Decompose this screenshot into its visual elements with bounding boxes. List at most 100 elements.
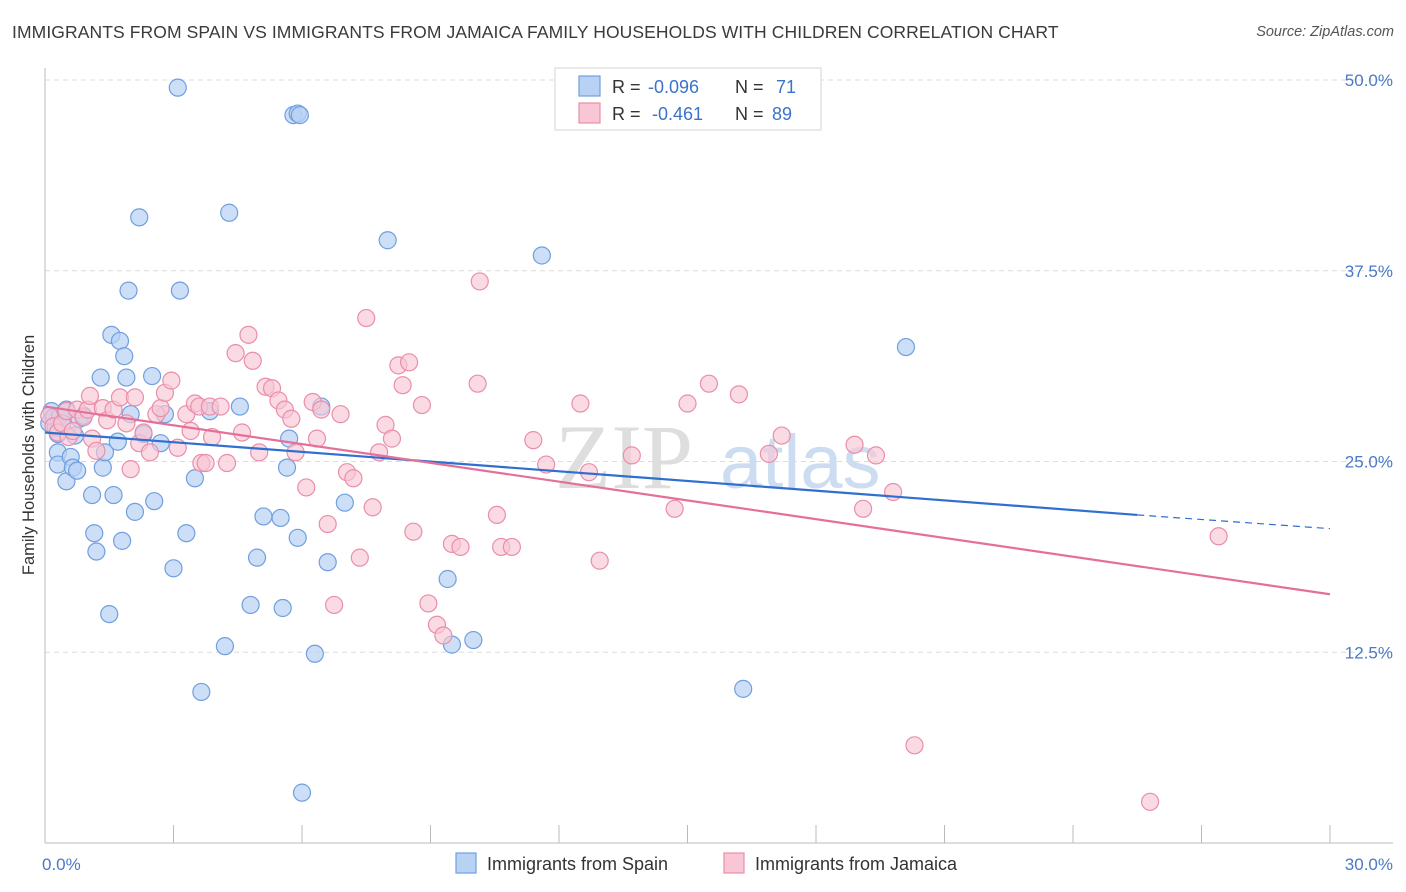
spain-point-64 — [318, 553, 337, 572]
y-tick-label-1: 25.0% — [1345, 453, 1393, 472]
jamaica-point-93 — [866, 446, 886, 465]
jamaica-point-95 — [905, 736, 924, 755]
spain-point-28 — [112, 531, 132, 550]
legend-spain-n-label: N = — [735, 77, 764, 97]
jamaica-point-71 — [434, 626, 453, 645]
jamaica-point-76 — [487, 505, 506, 525]
spain-trend-line — [44, 431, 1138, 517]
spain-point-61 — [292, 783, 312, 802]
y-tick-labels: 12.5% 25.0% 37.5% 50.0% — [1345, 71, 1393, 662]
jamaica-point-84 — [622, 446, 641, 465]
jamaica-point-69 — [419, 594, 438, 613]
spain-point-18 — [85, 524, 104, 543]
jamaica-point-39 — [232, 423, 252, 442]
spain-point-59 — [290, 105, 309, 125]
x-tick-label-min: 0.0% — [42, 855, 81, 874]
spain-point-41 — [168, 78, 187, 97]
spain-point-29 — [115, 347, 134, 366]
trend-lines — [44, 405, 1331, 596]
spain-point-70 — [532, 246, 551, 265]
jamaica-point-89 — [759, 444, 778, 463]
jamaica-point-67 — [404, 522, 423, 541]
correlation-legend: R = -0.096 N = 71 R = -0.461 N = 89 — [554, 67, 822, 131]
legend-spain-swatch — [578, 75, 601, 97]
jamaica-point-79 — [524, 431, 543, 450]
jamaica-point-47 — [282, 409, 301, 428]
series-legend: Immigrants from Spain Immigrants from Ja… — [455, 852, 958, 874]
bottom-legend-spain-label: Immigrants from Spain — [487, 854, 668, 874]
jamaica-point-12 — [87, 441, 106, 460]
spain-point-27 — [110, 331, 130, 351]
spain-point-53 — [271, 508, 290, 528]
jamaica-point-42 — [250, 443, 269, 462]
jamaica-trend-line — [44, 405, 1331, 596]
jamaica-point-40 — [239, 325, 258, 344]
jamaica-point-52 — [312, 400, 331, 419]
legend-jamaica-n-value: 89 — [772, 104, 792, 124]
jamaica-point-55 — [331, 405, 350, 424]
spain-point-19 — [87, 542, 106, 561]
jamaica-point-75 — [470, 272, 489, 291]
jamaica-point-60 — [363, 498, 382, 517]
legend-jamaica-swatch — [578, 102, 601, 124]
legend-spain-n-value: 71 — [776, 77, 796, 97]
y-tick-label-3: 50.0% — [1345, 71, 1393, 90]
axes — [44, 68, 1393, 844]
jamaica-point-78 — [502, 537, 521, 557]
jamaica-point-96 — [1140, 792, 1160, 811]
watermark-atlas: atlas — [720, 420, 881, 505]
y-tick-label-2: 37.5% — [1345, 262, 1393, 281]
spain-point-67 — [438, 569, 457, 589]
jamaica-point-41 — [243, 351, 262, 370]
jamaica-point-97 — [1209, 527, 1228, 546]
spain-point-60 — [288, 528, 307, 547]
jamaica-point-87 — [699, 374, 719, 393]
jamaica-point-18 — [121, 460, 140, 479]
spain-point-14 — [68, 461, 87, 480]
spain-point-36 — [142, 366, 162, 386]
jamaica-point-73 — [451, 537, 470, 557]
x-tick-label-max: 30.0% — [1345, 855, 1393, 874]
jamaica-point-85 — [665, 499, 684, 518]
spain-trend-extension — [1137, 514, 1331, 530]
spain-point-40 — [164, 559, 183, 578]
spain-point-43 — [177, 524, 196, 543]
spain-point-23 — [100, 604, 119, 624]
jamaica-point-74 — [468, 374, 487, 393]
x-tick-labels: 0.0% 30.0% — [42, 855, 1393, 874]
jamaica-point-38 — [226, 344, 245, 363]
jamaica-point-59 — [357, 308, 376, 328]
jamaica-point-66 — [399, 353, 419, 372]
jamaica-point-63 — [382, 429, 402, 448]
spain-point-54 — [273, 598, 292, 618]
jamaica-point-90 — [772, 426, 791, 445]
jamaica-point-88 — [729, 385, 749, 404]
jamaica-point-58 — [350, 548, 369, 567]
jamaica-point-22 — [140, 443, 160, 462]
jamaica-point-54 — [325, 595, 344, 615]
legend-jamaica-r-label: R = — [612, 104, 641, 124]
spain-point-51 — [247, 548, 267, 567]
legend-spain-r-label: R = — [612, 77, 641, 97]
jamaica-point-57 — [344, 469, 363, 488]
jamaica-point-6 — [63, 421, 82, 441]
jamaica-point-81 — [571, 394, 590, 413]
jamaica-point-24 — [151, 398, 170, 418]
spain-point-71 — [734, 679, 753, 698]
spain-point-20 — [91, 368, 110, 387]
spain-point-34 — [130, 208, 149, 227]
spain-point-25 — [104, 485, 123, 505]
spain-point-33 — [125, 502, 145, 521]
jamaica-point-80 — [537, 455, 556, 474]
spain-point-47 — [215, 637, 234, 656]
spain-point-48 — [220, 203, 239, 222]
spain-point-31 — [119, 281, 138, 300]
jamaica-point-33 — [196, 453, 215, 473]
y-axis-title: Family Households with Children — [20, 335, 38, 575]
jamaica-point-49 — [297, 478, 316, 497]
jamaica-point-83 — [590, 551, 609, 570]
chart-source: Source: ZipAtlas.com — [1256, 24, 1394, 40]
y-tick-label-0: 12.5% — [1345, 643, 1393, 662]
spain-point-21 — [93, 458, 112, 477]
